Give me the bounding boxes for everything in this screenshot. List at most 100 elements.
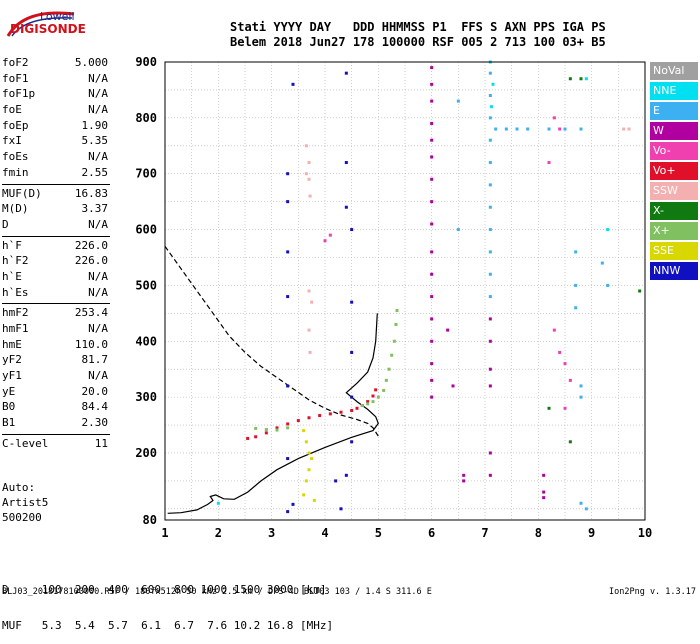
- echo-point-w: [462, 473, 466, 477]
- param-name: B1: [2, 416, 16, 430]
- param-name: B0: [2, 400, 16, 414]
- legend: NoVal NNE E W Vo- Vo+ SSW X- X+ SSE NNW: [650, 62, 698, 282]
- param-row: fmin 2.55: [2, 166, 114, 182]
- auto-program: Artist5: [2, 496, 49, 509]
- param-value: N/A: [88, 322, 108, 335]
- echo-point-e: [574, 250, 578, 254]
- echo-point-w: [430, 177, 434, 181]
- echo-point-x-: [394, 323, 398, 327]
- echo-point-vo-: [264, 431, 268, 435]
- echo-point-sse: [307, 468, 311, 472]
- param-name: foF2: [2, 56, 29, 69]
- legend-entry-vo-: Vo+: [650, 162, 698, 180]
- echo-point-e: [488, 272, 492, 276]
- param-name: hmE: [2, 337, 22, 351]
- param-name: hmF2: [2, 306, 29, 320]
- logo-graphic: [6, 11, 75, 37]
- param-name: foEs: [2, 150, 29, 164]
- echo-point-sse: [312, 498, 316, 502]
- echo-point-x-: [264, 428, 268, 432]
- echo-point-sse: [310, 457, 314, 461]
- echo-point-w: [430, 339, 434, 343]
- param-value: N/A: [88, 285, 108, 299]
- x-tick-label: 4: [321, 526, 328, 540]
- echo-point-vo-: [547, 161, 551, 165]
- param-name: foE: [2, 103, 22, 117]
- echo-point-vo-: [328, 233, 332, 237]
- echo-point-vo-: [246, 436, 250, 440]
- echo-point-vo-: [558, 350, 562, 354]
- param-row: yE 20.0: [2, 385, 114, 401]
- y-tick-label: 700: [135, 167, 157, 181]
- param-name: h`Es: [2, 285, 29, 299]
- param-row: foEs N/A: [2, 150, 114, 166]
- echo-point-x-: [376, 395, 380, 399]
- echo-point-vo-: [296, 419, 300, 423]
- param-row: h`F2 226.0: [2, 254, 114, 270]
- echo-point-nnw: [344, 71, 348, 75]
- legend-entry-x-: X-: [650, 202, 698, 220]
- y-tick-label: 300: [135, 390, 157, 404]
- legend-entry-vo-: Vo-: [650, 142, 698, 160]
- param-row: hmF2 253.4: [2, 306, 114, 322]
- echo-point-x-: [547, 406, 551, 410]
- param-name: foF1p: [2, 87, 36, 101]
- echo-point-sse: [302, 493, 306, 497]
- echo-point-nne: [489, 105, 493, 109]
- plot-frame: [164, 61, 646, 521]
- param-name: yF2: [2, 353, 22, 367]
- echo-point-nnw: [350, 395, 354, 399]
- param-row: h`E N/A: [2, 270, 114, 286]
- echo-point-w: [430, 82, 434, 86]
- profile-dashed: [164, 245, 379, 437]
- y-tick-label: 200: [135, 446, 157, 460]
- echo-point-w: [488, 339, 492, 343]
- legend-entry-w: W: [650, 122, 698, 140]
- echo-point-e: [574, 283, 578, 287]
- param-value: 5.35: [81, 134, 109, 148]
- echo-point-w: [430, 378, 434, 382]
- digisonde-logo: Lowell DIGISONDE: [4, 6, 86, 40]
- param-value: N/A: [88, 150, 108, 164]
- echo-point-nnw: [286, 457, 290, 461]
- echo-point-e: [584, 507, 588, 511]
- echo-point-x-: [568, 77, 572, 81]
- echo-point-e: [456, 99, 460, 103]
- echo-point-e: [579, 384, 583, 388]
- x-tick-label: 10: [638, 526, 652, 540]
- param-row: foEp 1.90: [2, 119, 114, 135]
- legend-entry-x-: X+: [650, 222, 698, 240]
- param-name: h`F2: [2, 254, 29, 268]
- param-value: 81.7: [81, 353, 109, 367]
- echo-point-vo-: [552, 116, 556, 120]
- echo-point-w: [451, 384, 455, 388]
- echo-point-sse: [304, 440, 308, 444]
- param-separator: [2, 303, 110, 305]
- param-name: D: [2, 217, 9, 231]
- echo-point-e: [526, 127, 530, 131]
- echo-point-w: [430, 155, 434, 159]
- param-row: B0 84.4: [2, 400, 114, 416]
- echo-point-w: [430, 66, 434, 70]
- param-name: foEp: [2, 118, 29, 132]
- echo-point-w: [430, 295, 434, 299]
- echo-point-x-: [579, 77, 583, 81]
- echo-point-x-: [568, 440, 572, 444]
- echo-point-x-: [395, 309, 399, 313]
- echo-point-sse: [307, 451, 311, 455]
- param-row: hmF1 N/A: [2, 322, 114, 338]
- x-tick-label: 2: [215, 526, 222, 540]
- param-value: 2.55: [81, 165, 109, 179]
- echo-point-x-: [384, 378, 388, 382]
- echo-point-vo-: [360, 404, 364, 407]
- param-name: M(D): [2, 202, 29, 216]
- echo-point-nnw: [350, 300, 354, 304]
- param-value: 226.0: [74, 238, 108, 252]
- echo-point-x-: [387, 367, 391, 371]
- echo-point-vo-: [558, 127, 562, 131]
- param-value: 20.0: [81, 384, 109, 398]
- distance-row: D 100 200 400 600 800 1000 1500 3000 [km…: [2, 583, 327, 596]
- echo-point-e: [488, 116, 492, 120]
- param-value: N/A: [88, 103, 108, 117]
- echo-point-nnw: [350, 228, 354, 232]
